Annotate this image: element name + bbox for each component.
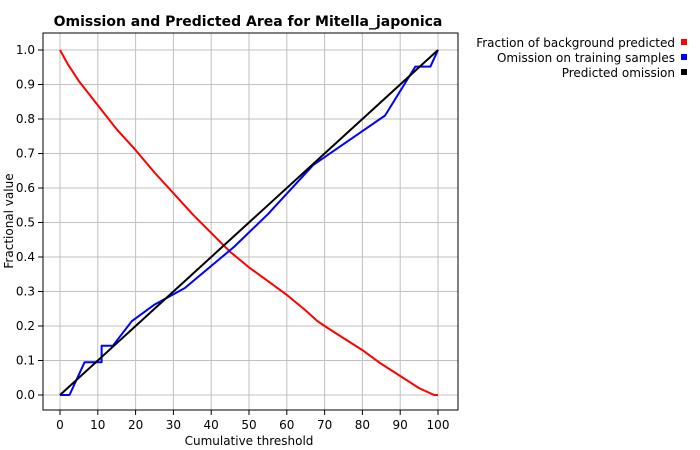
axis-ticks: 0 10 20 30 40 50 60 70 80 90 100 0.0 0.1 0.2 0.3 0.4 0.5…	[16, 43, 450, 432]
legend: Fraction of background predictedOmission…	[476, 36, 687, 80]
y-tick-label: 0.0	[16, 388, 35, 402]
legend-label: Fraction of background predicted	[476, 36, 675, 50]
x-tick-label: 40	[204, 418, 219, 432]
y-tick-label: 1.0	[16, 43, 35, 57]
x-tick-label: 20	[128, 418, 143, 432]
legend-label: Omission on training samples	[497, 51, 675, 65]
y-tick-label: 0.5	[16, 216, 35, 230]
y-tick-label: 0.7	[16, 147, 35, 161]
y-tick-label: 0.3	[16, 285, 35, 299]
legend-swatch	[681, 69, 687, 75]
plot-frame	[42, 32, 459, 411]
x-tick-label: 60	[279, 418, 294, 432]
y-tick-label: 0.6	[16, 181, 35, 195]
legend-label: Predicted omission	[562, 66, 675, 80]
x-tick-label: 50	[241, 418, 256, 432]
x-tick-label: 0	[56, 418, 64, 432]
x-tick-label: 30	[166, 418, 181, 432]
series-layer	[59, 49, 439, 396]
x-tick-label: 80	[355, 418, 370, 432]
background-predicted-line	[59, 49, 438, 396]
x-tick-label: 90	[393, 418, 408, 432]
y-tick-label: 0.9	[16, 78, 35, 92]
y-tick-label: 0.8	[16, 112, 35, 126]
x-tick-label: 70	[317, 418, 332, 432]
chart-title: Omission and Predicted Area for Mitella_…	[54, 14, 443, 30]
legend-swatch	[681, 39, 687, 45]
grid	[43, 33, 458, 410]
legend-swatch	[681, 54, 687, 60]
x-tick-label: 100	[427, 418, 450, 432]
x-axis-label: Cumulative threshold	[185, 434, 314, 448]
training-omission-line	[60, 49, 439, 396]
x-tick-label: 10	[90, 418, 105, 432]
predicted-omission-line	[59, 49, 439, 396]
y-tick-label: 0.4	[16, 250, 35, 264]
y-tick-label: 0.1	[16, 354, 35, 368]
y-tick-label: 0.2	[16, 319, 35, 333]
y-axis-label: Fractional value	[2, 173, 16, 268]
